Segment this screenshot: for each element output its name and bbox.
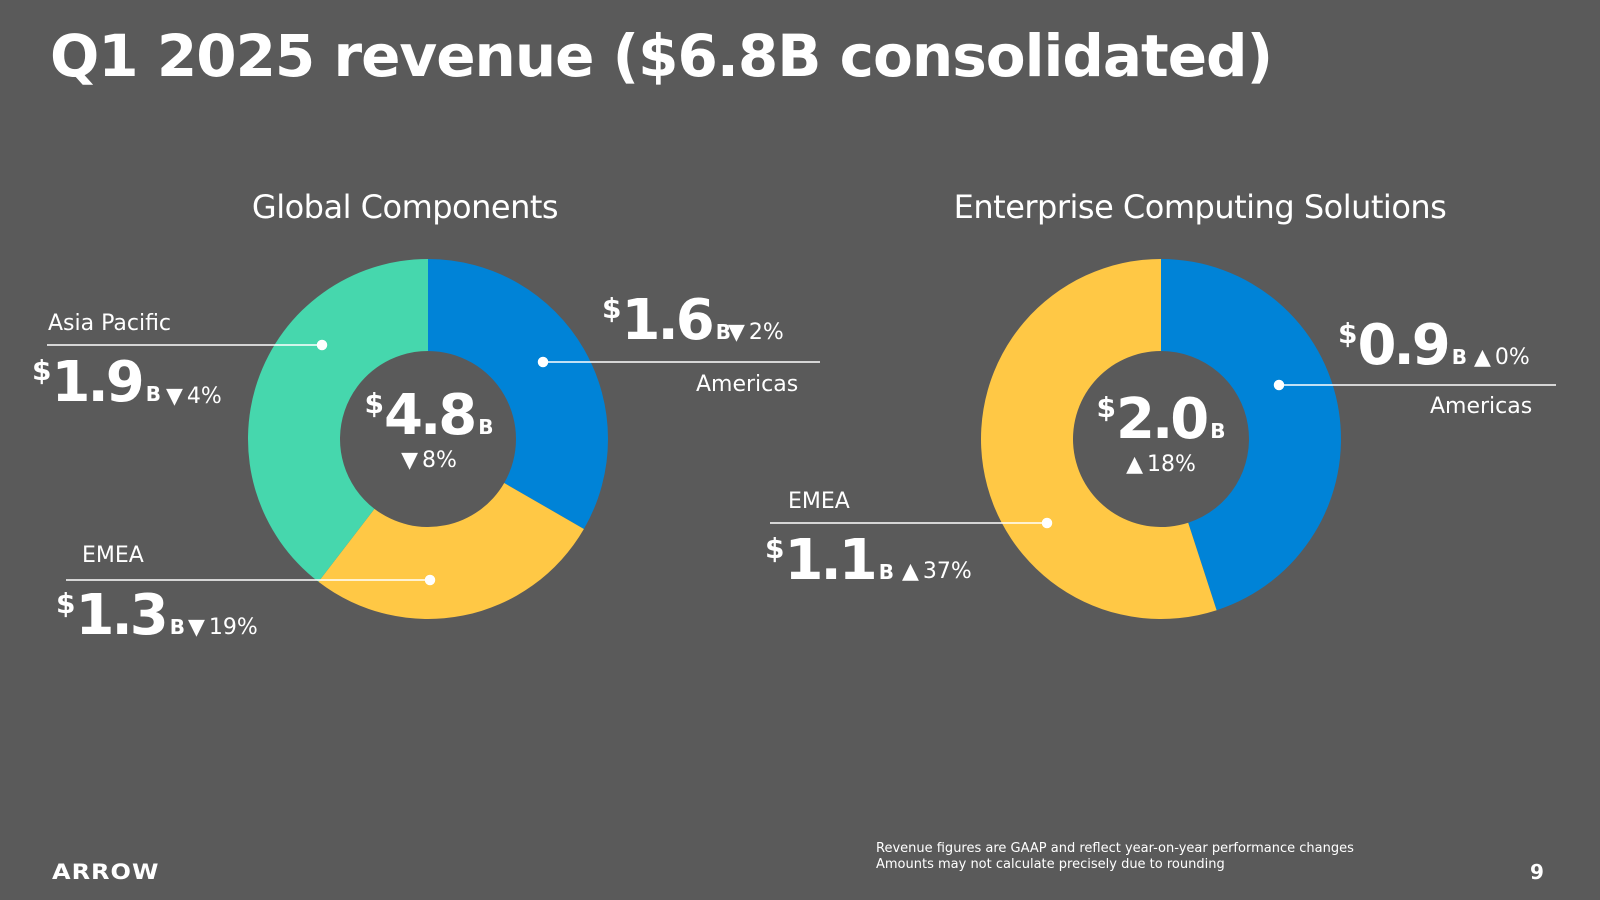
gc-emea-change: ▼ 19% [188,615,258,640]
gc-emea-value: $1.3 B [56,583,185,648]
ecs-slice-americas [1161,259,1342,611]
down-arrow-icon: ▼ [728,320,745,345]
gc-slice-americas [428,259,609,529]
chart-title-global-components: Global Components [251,188,559,226]
ecs-americas-value: $0.9 B [1338,313,1467,378]
ecs-total: $2.0 B ▲ 18% [1061,387,1261,477]
down-arrow-icon: ▼ [188,615,205,640]
gc-americas-change: ▼ 2% [728,320,784,345]
donut-enterprise-computing [981,259,1342,619]
leader-dot-gc-apac [316,339,328,351]
gc-slice-asia-pacific [247,259,428,582]
up-arrow-icon: ▲ [1474,345,1491,370]
gc-slice-emea [318,483,584,620]
gc-apac-label: Asia Pacific [48,311,172,336]
arrow-logo: ARROW [52,859,160,885]
gc-total-value: $4.8 B [364,383,494,448]
ecs-emea-value: $1.1 B [765,528,894,593]
donut-global-components [247,259,609,620]
ecs-emea-change: ▲ 37% [902,559,972,584]
footnote-line-1: Revenue figures are GAAP and reflect yea… [876,841,1354,856]
leader-dot-gc-americas [537,356,549,368]
ecs-total-value: $2.0 B [1096,387,1226,452]
footnote-line-2: Amounts may not calculate precisely due … [876,857,1225,872]
ecs-emea-label: EMEA [788,489,850,514]
footnote: Revenue figures are GAAP and reflect yea… [876,841,1354,873]
gc-americas-label: Americas [696,372,799,397]
gc-total-change: ▼ 8% [401,448,457,473]
ecs-total-change: ▲ 18% [1126,452,1196,477]
page-number: 9 [1530,860,1544,884]
gc-apac-value: $1.9 B [32,350,161,415]
chart-title-enterprise-computing: Enterprise Computing Solutions [953,188,1447,226]
gc-total: $4.8 B ▼ 8% [329,383,529,473]
gc-apac-change: ▼ 4% [166,384,222,409]
leader-dot-ecs-americas [1273,379,1285,391]
leader-dot-ecs-emea [1041,517,1053,529]
down-arrow-icon: ▼ [166,384,183,409]
gc-americas-value: $1.6 B [602,288,731,353]
up-arrow-icon: ▲ [902,559,919,584]
down-arrow-icon: ▼ [401,448,418,473]
ecs-slice-emea [981,259,1217,619]
up-arrow-icon: ▲ [1126,452,1143,477]
leader-dot-gc-emea [424,574,436,586]
ecs-americas-label: Americas [1430,394,1533,419]
ecs-americas-change: ▲ 0% [1474,345,1530,370]
page-title: Q1 2025 revenue ($6.8B consolidated) [50,22,1273,90]
leader-lines [47,339,1556,586]
gc-emea-label: EMEA [82,543,144,568]
